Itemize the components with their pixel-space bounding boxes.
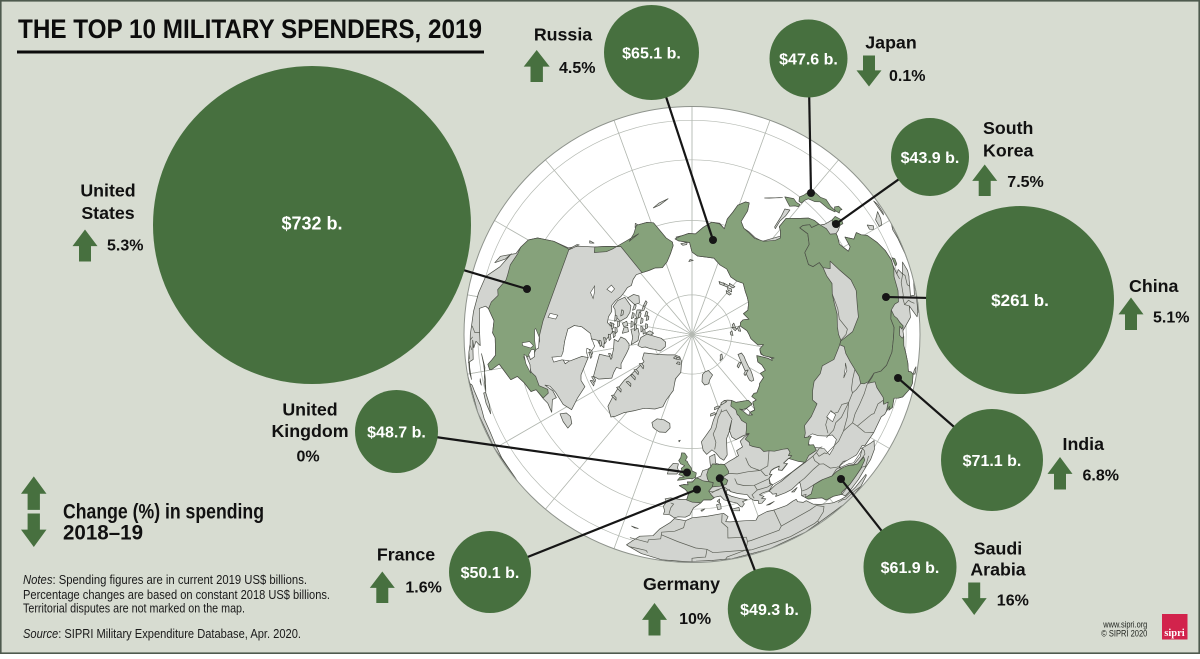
svg-text:Korea: Korea <box>983 141 1034 161</box>
svg-text:www.sipri.org: www.sipri.org <box>1102 619 1147 629</box>
svg-text:© SIPRI 2020: © SIPRI 2020 <box>1101 629 1147 639</box>
svg-text:sipri: sipri <box>1164 628 1185 639</box>
svg-text:India: India <box>1063 434 1105 454</box>
svg-text:Japan: Japan <box>865 32 916 52</box>
svg-text:States: States <box>81 203 134 223</box>
svg-text:7.5%: 7.5% <box>1007 174 1043 191</box>
svg-text:$43.9 b.: $43.9 b. <box>901 150 960 167</box>
svg-text:United: United <box>282 400 337 420</box>
svg-text:United: United <box>80 181 135 201</box>
svg-text:2018–19: 2018–19 <box>63 521 143 545</box>
svg-text:Arabia: Arabia <box>970 560 1025 580</box>
svg-text:10%: 10% <box>679 611 711 628</box>
svg-text:Saudi: Saudi <box>974 538 1022 558</box>
svg-text:Kingdom: Kingdom <box>271 421 348 441</box>
svg-text:1.6%: 1.6% <box>405 580 441 597</box>
svg-text:$261 b.: $261 b. <box>991 291 1049 310</box>
svg-text:France: France <box>377 545 435 565</box>
svg-text:China: China <box>1129 276 1179 296</box>
svg-text:0.1%: 0.1% <box>889 68 925 85</box>
svg-text:6.8%: 6.8% <box>1083 468 1119 485</box>
svg-text:4.5%: 4.5% <box>559 60 595 77</box>
svg-text:$48.7 b.: $48.7 b. <box>367 424 426 441</box>
svg-text:$49.3 b.: $49.3 b. <box>740 602 799 619</box>
svg-text:$71.1 b.: $71.1 b. <box>963 453 1022 470</box>
svg-text:Russia: Russia <box>534 25 592 45</box>
svg-text:Territorial disputes are not m: Territorial disputes are not marked on t… <box>23 601 245 616</box>
svg-text:South: South <box>983 118 1033 138</box>
svg-text:$65.1 b.: $65.1 b. <box>622 45 681 62</box>
svg-text:Percentage changes are based o: Percentage changes are based on constant… <box>23 587 330 602</box>
svg-text:$50.1 b.: $50.1 b. <box>461 565 520 582</box>
svg-text:$61.9 b.: $61.9 b. <box>881 560 940 577</box>
svg-text:16%: 16% <box>997 593 1029 610</box>
svg-text:THE TOP 10 MILITARY SPENDERS,: THE TOP 10 MILITARY SPENDERS, 2019 <box>18 14 482 44</box>
svg-text:$732 b.: $732 b. <box>281 214 342 234</box>
svg-text:Notes: Spending figures are in: Notes: Spending figures are in current 2… <box>23 572 307 587</box>
svg-text:5.3%: 5.3% <box>107 237 143 254</box>
svg-text:Change (%) in spending: Change (%) in spending <box>63 500 264 524</box>
svg-text:5.1%: 5.1% <box>1153 309 1189 326</box>
svg-text:$47.6 b.: $47.6 b. <box>779 51 838 68</box>
svg-text:Source: SIPRI Military Expendi: Source: SIPRI Military Expenditure Datab… <box>23 626 301 641</box>
svg-text:Germany: Germany <box>643 574 720 594</box>
svg-text:0%: 0% <box>296 448 319 465</box>
